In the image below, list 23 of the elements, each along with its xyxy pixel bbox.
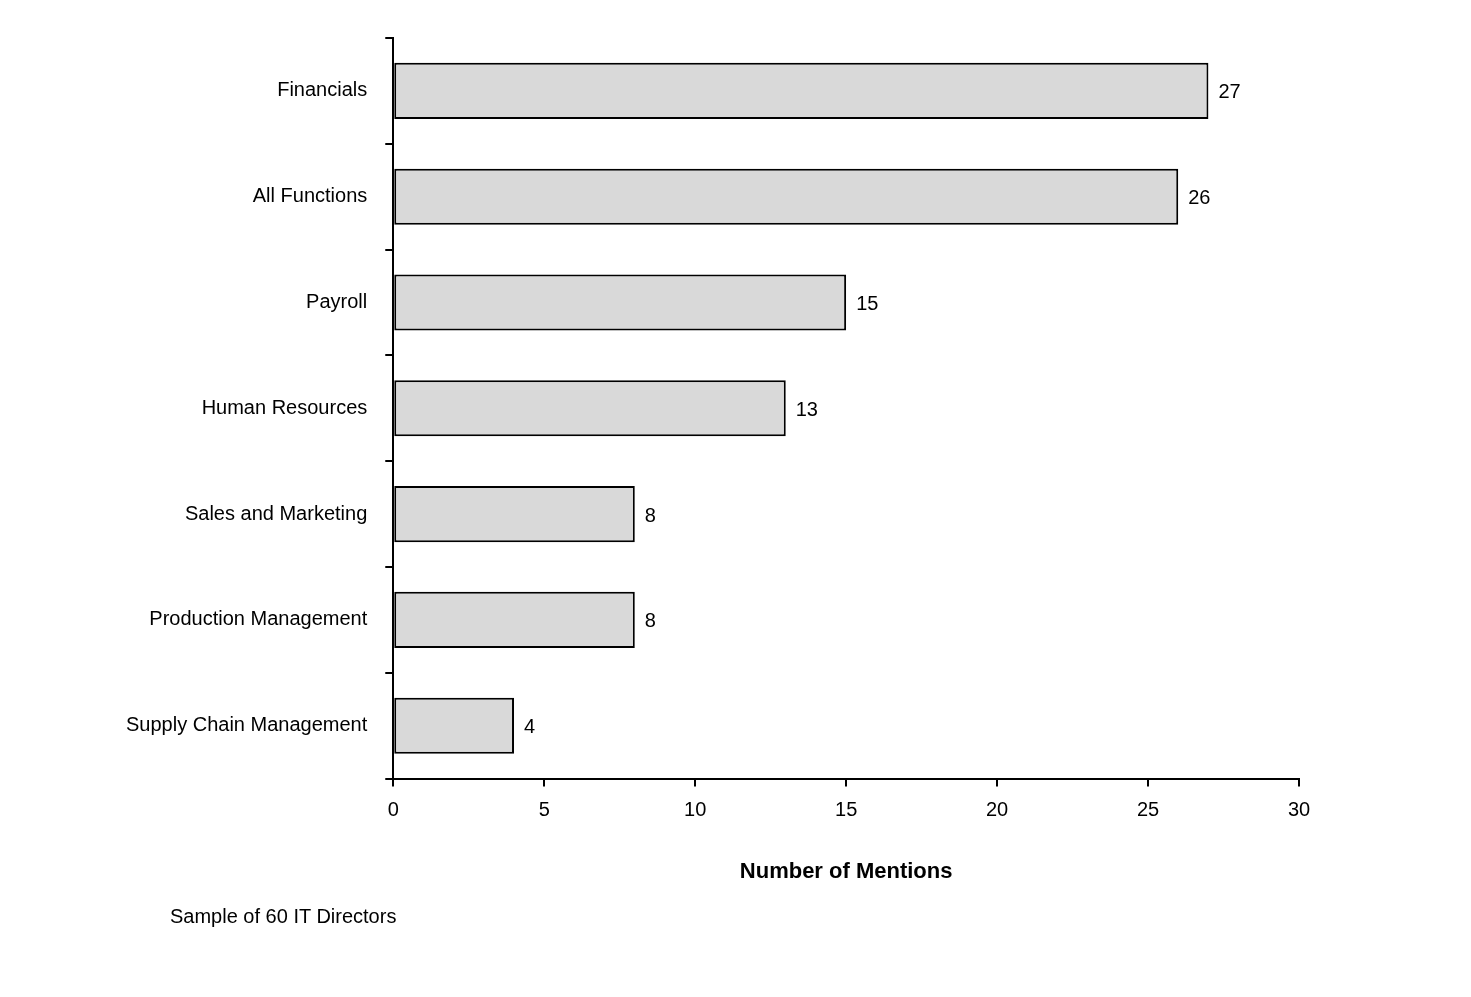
y-tick-label: Supply Chain Management (125, 713, 368, 736)
text: Sample of 60 IT Directors (170, 904, 397, 927)
y-tick-label: Human Resources (201, 395, 368, 418)
y-tick-label: Payroll (306, 290, 368, 313)
y-tick-label: Sales and Marketing (184, 501, 368, 524)
data-label: 4 (524, 715, 536, 738)
data-label: 26 (1188, 186, 1211, 209)
data-label: 15 (856, 292, 879, 315)
data-label: 8 (644, 503, 656, 526)
x-tick-label: 20 (985, 798, 1009, 821)
x-tick-label: 10 (684, 798, 707, 821)
data-label: 27 (1218, 80, 1241, 103)
x-tick-label: 15 (835, 798, 858, 821)
x-tick-label: 30 (1287, 798, 1311, 821)
x-tick-label: 0 (387, 798, 399, 821)
y-tick-label: Financials (277, 78, 368, 101)
x-tick-label: 5 (538, 798, 550, 821)
data-label: 13 (795, 397, 818, 420)
y-tick-label: All Functions (252, 184, 368, 207)
x-tick-label: 25 (1136, 798, 1160, 821)
y-tick-label: Production Management (149, 607, 368, 630)
data-label: 8 (644, 609, 656, 632)
x-axis-title: Number of Mentions (739, 857, 953, 883)
